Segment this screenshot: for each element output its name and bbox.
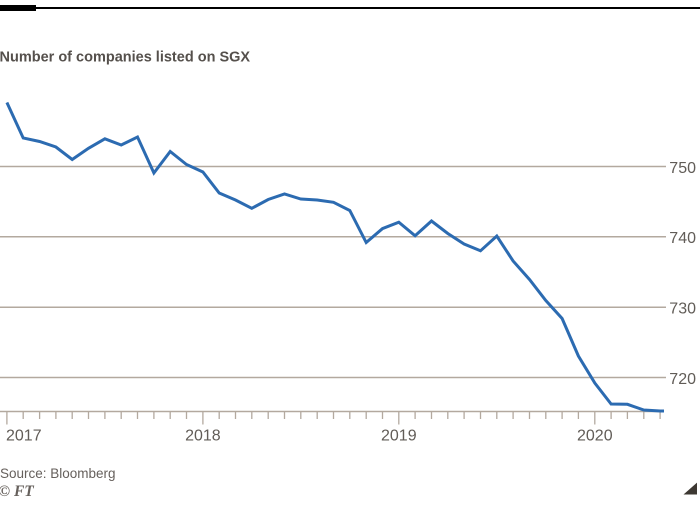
- svg-text:2017: 2017: [6, 428, 42, 445]
- svg-text:2020: 2020: [577, 428, 613, 445]
- svg-text:740: 740: [669, 230, 696, 247]
- svg-text:750: 750: [669, 160, 696, 177]
- svg-text:2019: 2019: [381, 428, 417, 445]
- svg-text:Source: Bloomberg: Source: Bloomberg: [0, 466, 116, 481]
- svg-text:730: 730: [669, 301, 696, 318]
- svg-text:© FT: © FT: [0, 483, 34, 500]
- svg-text:Number of companies listed on: Number of companies listed on SGX: [0, 50, 250, 66]
- svg-text:2018: 2018: [185, 428, 221, 445]
- svg-text:720: 720: [669, 371, 696, 388]
